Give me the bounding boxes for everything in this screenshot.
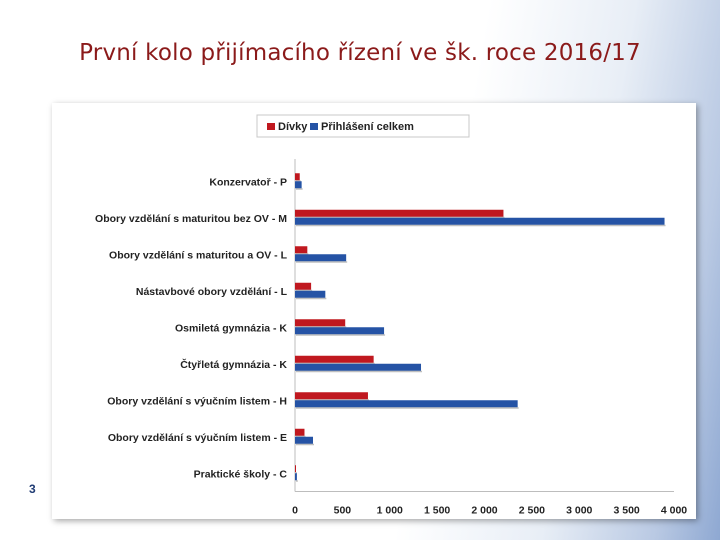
- category-label: Nástavbové obory vzdělání - L: [136, 286, 288, 298]
- category-label: Obory vzdělání s maturitou a OV - L: [109, 249, 288, 261]
- chart-frame: Dívky Přihlášení celkem Konzervatoř - P Obo…: [52, 103, 696, 519]
- bar-shadow: [296, 253, 309, 255]
- bar-shadow: [296, 180, 301, 182]
- category-label: Obory vzdělání s maturitou bez OV - M: [95, 213, 287, 225]
- legend-label-1: Dívky: [278, 121, 308, 133]
- legend-label-2: Přihlášení celkem: [321, 121, 414, 133]
- bar-shadow: [296, 216, 505, 219]
- bar-shadow: [296, 362, 375, 365]
- category-label: Osmiletá gymnázia - K: [175, 322, 287, 334]
- bar-divky: [295, 319, 346, 327]
- bar-divky: [295, 428, 305, 436]
- bar-celkem: [295, 181, 302, 189]
- x-tick-label: 1 500: [424, 505, 450, 517]
- x-tick-label: 4 000: [661, 505, 687, 517]
- category-label: Praktické školy - C: [194, 468, 288, 480]
- bar-celkem: [295, 473, 297, 481]
- bar-chart: Dívky Přihlášení celkem Konzervatoř - P Obo…: [95, 114, 687, 517]
- page-number: 3: [29, 482, 36, 496]
- x-tick-label: 3 000: [566, 505, 592, 517]
- bar-shadow: [296, 188, 303, 190]
- bar-shadow: [296, 472, 297, 474]
- bar-shadow: [296, 443, 315, 446]
- x-tick-label: 2 000: [471, 505, 497, 517]
- bar-shadow: [296, 480, 298, 482]
- bar-shadow: [296, 289, 313, 292]
- bar-divky: [295, 355, 374, 363]
- category-label: Čtyřletá gymnázia - K: [180, 358, 287, 371]
- bar-divky: [295, 282, 312, 290]
- bar-shadow: [296, 326, 347, 328]
- bar-divky: [295, 209, 504, 217]
- legend-swatch-1: [267, 123, 275, 130]
- category-label: Konzervatoř - P: [209, 176, 287, 188]
- slide-title: První kolo přijímacího řízení ve šk. roc…: [79, 40, 641, 66]
- x-tick-label: 3 500: [613, 505, 639, 517]
- bar-shadow: [296, 435, 306, 438]
- bar-divky: [295, 173, 300, 181]
- legend-swatch-2: [310, 123, 318, 130]
- bar-celkem: [295, 363, 422, 371]
- bar-shadow: [296, 261, 348, 263]
- bar-celkem: [295, 254, 347, 262]
- bar-celkem: [295, 400, 518, 408]
- bar-divky: [295, 246, 308, 254]
- bar-celkem: [295, 217, 665, 225]
- bar-celkem: [295, 290, 326, 298]
- bar-celkem: [295, 327, 385, 335]
- bar-shadow: [296, 297, 327, 300]
- bar-divky: [295, 392, 368, 400]
- bar-divky: [295, 465, 296, 473]
- bar-shadow: [296, 370, 423, 373]
- category-label: Obory vzdělání s výučním listem - H: [107, 395, 287, 407]
- bar-shadow: [296, 407, 519, 409]
- bar-celkem: [295, 436, 314, 444]
- bar-shadow: [296, 224, 666, 227]
- bar-shadow: [296, 399, 369, 401]
- x-tick-label: 1 000: [377, 505, 403, 517]
- bar-shadow: [296, 334, 386, 336]
- x-tick-label: 2 500: [519, 505, 545, 517]
- x-tick-label: 500: [334, 505, 352, 517]
- category-label: Obory vzdělání s výučním listem - E: [108, 432, 287, 444]
- chart-legend: [256, 114, 470, 138]
- x-tick-label: 0: [292, 505, 298, 517]
